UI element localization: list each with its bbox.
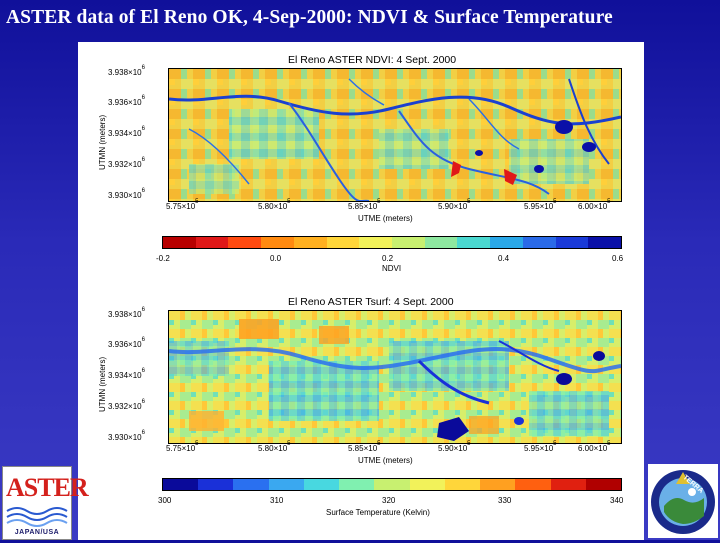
aster-logo-waves-icon	[6, 507, 68, 527]
ndvi-colorbar-swatch	[293, 237, 327, 248]
ndvi-colorbar-swatch	[555, 237, 589, 248]
temp-ylabel: UTMN (meters)	[98, 356, 107, 412]
ndvi-ylabel: UTMN (meters)	[98, 114, 107, 170]
terra-seal-icon	[651, 470, 715, 534]
temp-colorbar-swatch	[480, 479, 516, 490]
temp-map	[168, 310, 622, 444]
slide-title: ASTER data of El Reno OK, 4-Sep-2000: ND…	[6, 7, 613, 28]
temp-xtick: 6.00×105	[578, 441, 611, 453]
terra-seal-logo: TERRA	[648, 464, 718, 538]
temp-colorbar-swatch	[198, 479, 234, 490]
ndvi-map	[168, 68, 622, 202]
ndvi-colorbar-tick: 0.6	[612, 254, 624, 263]
temp-xlabel: UTME (meters)	[358, 456, 413, 465]
aster-logo-subtitle: JAPAN/USA	[14, 529, 60, 536]
ndvi-colorbar	[162, 236, 622, 249]
temp-ytick: 3.936×106	[108, 337, 145, 349]
ndvi-colorbar-swatch	[261, 237, 294, 248]
ndvi-xtick: 5.75×105	[166, 199, 199, 211]
ndvi-ytick: 3.936×106	[108, 95, 145, 107]
temp-xtick: 5.80×105	[258, 441, 291, 453]
temp-xtick: 5.85×105	[348, 441, 381, 453]
ndvi-ytick: 3.938×106	[108, 65, 145, 77]
ndvi-ytick: 3.930×106	[108, 188, 145, 200]
ndvi-colorbar-tick: -0.2	[156, 254, 170, 263]
ndvi-xtick: 5.95×105	[524, 199, 557, 211]
ndvi-ytick: 3.934×106	[108, 126, 145, 138]
ndvi-colorbar-swatch	[359, 237, 393, 248]
aster-logo: ASTER JAPAN/USA	[2, 466, 89, 540]
temp-colorbar-swatch	[303, 479, 340, 490]
temp-ytick: 3.934×106	[108, 368, 145, 380]
ndvi-colorbar-swatch	[195, 237, 229, 248]
ndvi-colorbar-swatch	[588, 237, 622, 248]
ndvi-colorbar-swatch	[392, 237, 425, 248]
ndvi-colorbar-swatch	[163, 237, 196, 248]
temp-colorbar-swatch	[374, 479, 410, 490]
temp-xtick: 5.90×105	[438, 441, 471, 453]
ndvi-xlabel: UTME (meters)	[358, 214, 413, 223]
ndvi-colorbar-label: NDVI	[382, 264, 402, 273]
temp-colorbar-tick: 340	[610, 496, 624, 505]
temp-colorbar-swatch	[515, 479, 551, 490]
ndvi-colorbar-swatch	[457, 237, 491, 248]
figure-panel: El Reno ASTER NDVI: 4 Sept. 2000	[78, 42, 644, 540]
temp-xtick: 5.75×105	[166, 441, 199, 453]
aster-logo-word: ASTER	[6, 473, 89, 502]
ndvi-colorbar-tick: 0.4	[498, 254, 510, 263]
temp-plot-title: El Reno ASTER Tsurf: 4 Sept. 2000	[288, 296, 454, 308]
temp-colorbar-swatch	[585, 479, 622, 490]
temp-colorbar-swatch	[163, 479, 199, 490]
temp-ytick: 3.930×106	[108, 430, 145, 442]
ndvi-xtick: 5.85×105	[348, 199, 381, 211]
temp-ytick: 3.938×106	[108, 307, 145, 319]
temp-colorbar-tick: 300	[158, 496, 172, 505]
ndvi-plot-title: El Reno ASTER NDVI: 4 Sept. 2000	[288, 54, 457, 66]
ndvi-colorbar-tick: 0.2	[382, 254, 394, 263]
ndvi-colorbar-swatch	[522, 237, 556, 248]
temp-colorbar-swatch	[409, 479, 445, 490]
temp-ytick: 3.932×106	[108, 399, 145, 411]
temp-colorbar-swatch	[444, 479, 481, 490]
ndvi-colorbar-swatch	[424, 237, 458, 248]
temp-colorbar-tick: 310	[270, 496, 284, 505]
ndvi-xtick: 5.90×105	[438, 199, 471, 211]
ndvi-xtick: 5.80×105	[258, 199, 291, 211]
temp-colorbar-tick: 330	[498, 496, 512, 505]
temp-colorbar-swatch	[233, 479, 269, 490]
ndvi-colorbar-swatch	[228, 237, 262, 248]
temp-colorbar-label: Surface Temperature (Kelvin)	[326, 508, 430, 517]
temp-colorbar-swatch	[268, 479, 304, 490]
ndvi-colorbar-tick: 0.0	[270, 254, 282, 263]
ndvi-colorbar-swatch	[326, 237, 360, 248]
temp-colorbar	[162, 478, 622, 491]
temp-xtick: 5.95×105	[524, 441, 557, 453]
ndvi-xtick: 6.00×105	[578, 199, 611, 211]
temp-colorbar-swatch	[339, 479, 375, 490]
ndvi-ytick: 3.932×106	[108, 157, 145, 169]
temp-colorbar-tick: 320	[382, 496, 396, 505]
temp-colorbar-swatch	[550, 479, 586, 490]
ndvi-colorbar-swatch	[490, 237, 523, 248]
